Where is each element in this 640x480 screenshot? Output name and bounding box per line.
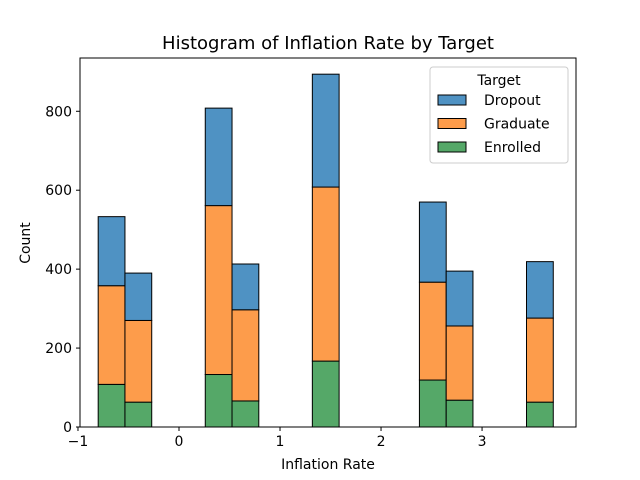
- y-tick-label: 800: [45, 104, 72, 120]
- legend-swatch-enrolled: [437, 141, 467, 153]
- bar-dropout-4: [204, 107, 233, 207]
- x-tick-label: 2: [377, 434, 386, 450]
- bar-graduate-5: [231, 309, 260, 402]
- bar-graduate-13: [445, 325, 474, 401]
- bar-enrolled-12: [418, 379, 447, 428]
- bar-graduate-12: [418, 281, 447, 381]
- y-tick-label: 400: [45, 262, 72, 278]
- bar-dropout-5: [231, 263, 260, 311]
- y-tick-label: 200: [45, 341, 72, 357]
- y-tick-label: 600: [45, 183, 72, 199]
- legend-title: Target: [476, 73, 521, 89]
- legend-label-enrolled: Enrolled: [484, 140, 541, 156]
- bar-dropout-8: [311, 73, 340, 188]
- legend-swatch-graduate: [437, 118, 467, 129]
- bar-dropout-13: [445, 270, 474, 327]
- bar-dropout-16: [526, 261, 554, 319]
- legend-label-dropout: Dropout: [484, 93, 541, 109]
- legend-frame: [429, 66, 569, 164]
- x-tick-label: −1: [68, 434, 89, 450]
- y-tick-label: 0: [63, 420, 72, 436]
- bar-enrolled-5: [231, 400, 260, 428]
- x-tick-label: 0: [175, 434, 184, 450]
- bar-graduate-0: [97, 285, 126, 385]
- bar-enrolled-4: [204, 374, 233, 428]
- y-axis-label: Count: [18, 222, 34, 264]
- plot-frame: [79, 57, 577, 428]
- chart-title: Histogram of Inflation Rate by Target: [162, 33, 494, 54]
- x-tick-label: 3: [478, 434, 487, 450]
- bar-graduate-4: [204, 205, 233, 376]
- bar-dropout-1: [124, 272, 153, 321]
- bar-graduate-8: [311, 186, 340, 362]
- x-tick-label: 1: [276, 434, 285, 450]
- bar-enrolled-0: [97, 383, 126, 428]
- legend-label-graduate: Graduate: [484, 117, 550, 133]
- legend: Target Dropout Graduate Enrolled: [429, 66, 569, 164]
- bar-dropout-0: [97, 216, 126, 287]
- bar-enrolled-16: [526, 401, 554, 428]
- bar-graduate-1: [124, 319, 153, 403]
- bar-dropout-12: [418, 201, 447, 283]
- bars-layer: [97, 73, 554, 428]
- x-axis-label: Inflation Rate: [281, 457, 375, 473]
- bar-enrolled-8: [311, 360, 340, 428]
- legend-swatch-dropout: [437, 94, 467, 106]
- bar-enrolled-1: [124, 401, 153, 428]
- bar-graduate-16: [526, 317, 554, 403]
- bar-enrolled-13: [445, 399, 474, 428]
